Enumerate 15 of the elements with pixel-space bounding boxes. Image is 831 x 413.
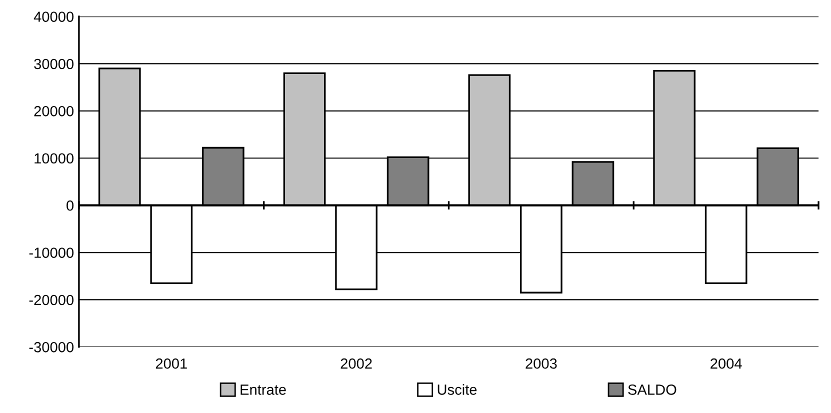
- legend-label: Entrate: [240, 384, 286, 395]
- legend-label: Uscite: [438, 384, 477, 395]
- y-tick-label: 20000: [34, 106, 74, 116]
- y-tick-label: -10000: [29, 248, 74, 258]
- y-tick-label: 40000: [34, 12, 74, 22]
- x-tick-label: 2001: [156, 358, 187, 369]
- y-tick-label: -30000: [29, 342, 74, 352]
- y-tick-label: -20000: [29, 294, 74, 306]
- y-tick-label: 10000: [34, 153, 74, 164]
- x-tick-label: 2004: [710, 358, 742, 369]
- y-tick-label: 30000: [34, 58, 74, 70]
- y-tick-label: 0: [66, 200, 74, 211]
- x-tick-label: 2002: [340, 358, 372, 369]
- legend-label: SALDO: [628, 384, 676, 395]
- x-tick-label: 2003: [526, 358, 557, 369]
